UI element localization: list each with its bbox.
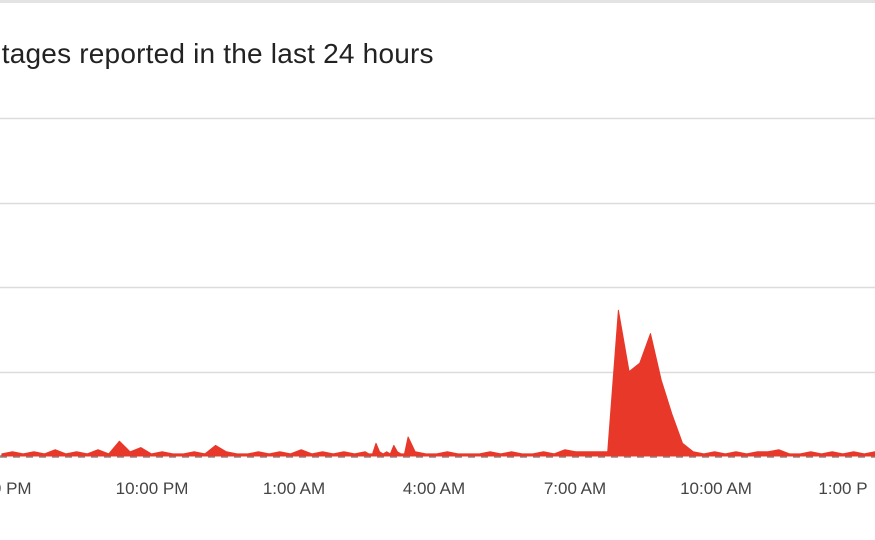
chart-title: utages reported in the last 24 hours (0, 38, 434, 69)
x-tick-label: 00 PM (0, 479, 32, 498)
x-tick-label: 1:00 AM (263, 479, 325, 498)
x-tick-label: 7:00 AM (544, 479, 606, 498)
chart-grid (0, 117, 875, 374)
x-axis-ticks: 00 PM 10:00 PM 1:00 AM 4:00 AM 7:00 AM 10:00 … (0, 479, 868, 498)
top-border (0, 0, 875, 3)
chart-series (1, 309, 875, 457)
x-tick-label: 10:00 AM (680, 479, 752, 498)
x-tick-label: 4:00 AM (403, 479, 465, 498)
series-area-1 (1, 309, 875, 457)
x-tick-label: 10:00 PM (116, 479, 189, 498)
x-tick-label: 1:00 P (818, 479, 867, 498)
